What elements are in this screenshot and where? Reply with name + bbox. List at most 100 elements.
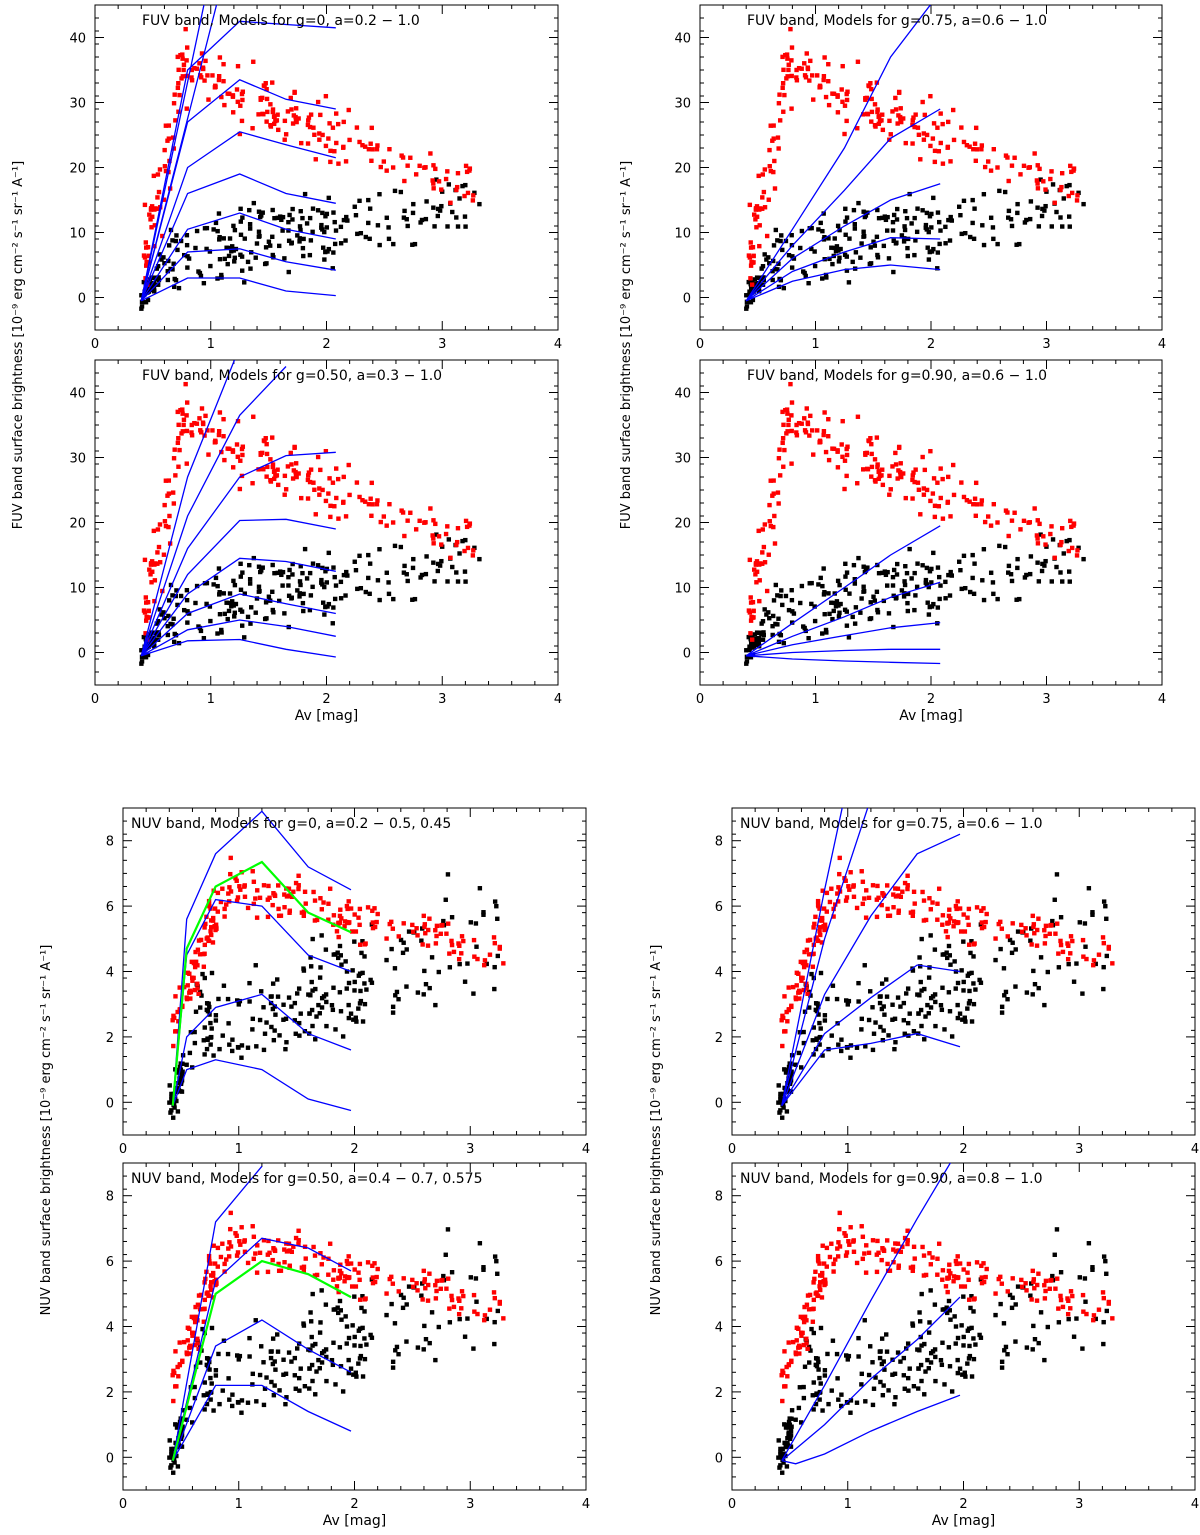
observed-point-red — [794, 983, 799, 988]
observed-point-red — [811, 925, 816, 930]
observed-point-black — [389, 1301, 394, 1307]
observed-point-black — [935, 210, 941, 215]
observed-point-red — [940, 1268, 946, 1273]
observed-point-black — [404, 572, 409, 577]
observed-point-red — [239, 91, 245, 97]
observed-point-red — [482, 1313, 488, 1318]
x-tick-label: 0 — [728, 1142, 736, 1157]
observed-point-red — [777, 118, 783, 123]
observed-point-red — [1024, 1288, 1029, 1293]
observed-point-black — [207, 1367, 212, 1372]
observed-point-black — [211, 1053, 216, 1058]
observed-point-black — [337, 943, 343, 949]
observed-point-red — [282, 1247, 287, 1252]
observed-point-red — [844, 473, 849, 479]
observed-point-red — [786, 422, 791, 428]
observed-point-black — [905, 1020, 911, 1026]
observed-point-red — [864, 1243, 869, 1248]
observed-point-black — [287, 212, 292, 218]
observed-point-red — [921, 1273, 927, 1278]
observed-point-black — [776, 261, 781, 266]
observed-point-red — [1019, 1277, 1024, 1283]
observed-point-black — [360, 939, 365, 944]
observed-point-red — [846, 884, 851, 889]
observed-point-black — [139, 304, 145, 309]
observed-point-red — [817, 906, 822, 911]
observed-point-black — [145, 652, 151, 658]
observed-point-black — [202, 1380, 207, 1385]
observed-point-red — [806, 952, 812, 957]
observed-point-red — [1068, 518, 1073, 524]
observed-point-black — [264, 1020, 269, 1025]
observed-point-black — [901, 1018, 907, 1023]
observed-point-red — [384, 168, 389, 173]
observed-point-red — [433, 521, 438, 527]
observed-point-red — [1069, 524, 1074, 530]
observed-point-red — [1034, 533, 1040, 538]
observed-point-red — [1058, 187, 1063, 193]
observed-point-black — [141, 279, 147, 285]
observed-point-black — [868, 261, 874, 266]
observed-point-black — [362, 1001, 368, 1007]
observed-point-black — [1032, 1336, 1038, 1342]
observed-point-red — [235, 99, 240, 105]
observed-point-red — [950, 462, 956, 468]
observed-point-black — [298, 209, 303, 214]
observed-point-red — [334, 111, 339, 116]
observed-point-black — [803, 273, 808, 279]
observed-point-red — [822, 922, 828, 927]
observed-point-black — [780, 1446, 785, 1452]
observed-point-red — [887, 1268, 893, 1273]
observed-point-red — [173, 118, 178, 123]
observed-point-black — [991, 236, 996, 242]
observed-point-black — [988, 215, 994, 220]
observed-point-red — [979, 1280, 985, 1286]
observed-point-black — [912, 215, 917, 221]
observed-point-red — [899, 474, 904, 480]
observed-point-black — [217, 1401, 222, 1407]
observed-point-red — [951, 1279, 956, 1284]
observed-point-black — [289, 1004, 294, 1009]
observed-point-black — [161, 255, 166, 260]
observed-point-black — [169, 1094, 174, 1099]
observed-point-red — [819, 940, 825, 945]
observed-point-black — [175, 602, 180, 608]
observed-point-red — [940, 1277, 945, 1282]
observed-point-red — [337, 913, 343, 919]
observed-point-red — [805, 420, 810, 425]
observed-point-red — [946, 119, 951, 125]
observed-point-red — [801, 964, 807, 970]
observed-point-black — [270, 981, 276, 986]
observed-point-red — [444, 1286, 449, 1291]
model-line — [140, 518, 336, 657]
y-tick-label: 10 — [69, 227, 86, 242]
observed-point-red — [258, 96, 263, 101]
observed-point-black — [744, 654, 750, 660]
observed-point-red — [842, 103, 848, 108]
observed-point-black — [375, 223, 381, 228]
observed-point-black — [875, 252, 880, 258]
observed-point-black — [449, 1270, 455, 1275]
observed-point-red — [465, 545, 471, 551]
observed-point-red — [826, 457, 832, 463]
observed-point-black — [247, 562, 252, 568]
observed-point-red — [178, 407, 183, 413]
observed-point-red — [918, 157, 923, 162]
observed-point-black — [308, 238, 314, 243]
observed-point-black — [302, 546, 308, 552]
observed-point-black — [925, 600, 930, 605]
observed-point-black — [208, 1397, 213, 1402]
observed-point-black — [329, 1002, 335, 1008]
observed-point-red — [369, 125, 374, 131]
observed-point-red — [1056, 1306, 1061, 1311]
observed-point-black — [169, 1091, 174, 1097]
observed-point-black — [843, 587, 848, 592]
observed-point-red — [802, 1314, 808, 1320]
observed-point-red — [155, 527, 161, 532]
observed-point-black — [281, 1017, 286, 1022]
observed-point-red — [872, 457, 878, 462]
observed-point-red — [264, 474, 269, 479]
observed-point-black — [779, 588, 784, 593]
observed-point-red — [210, 915, 216, 921]
